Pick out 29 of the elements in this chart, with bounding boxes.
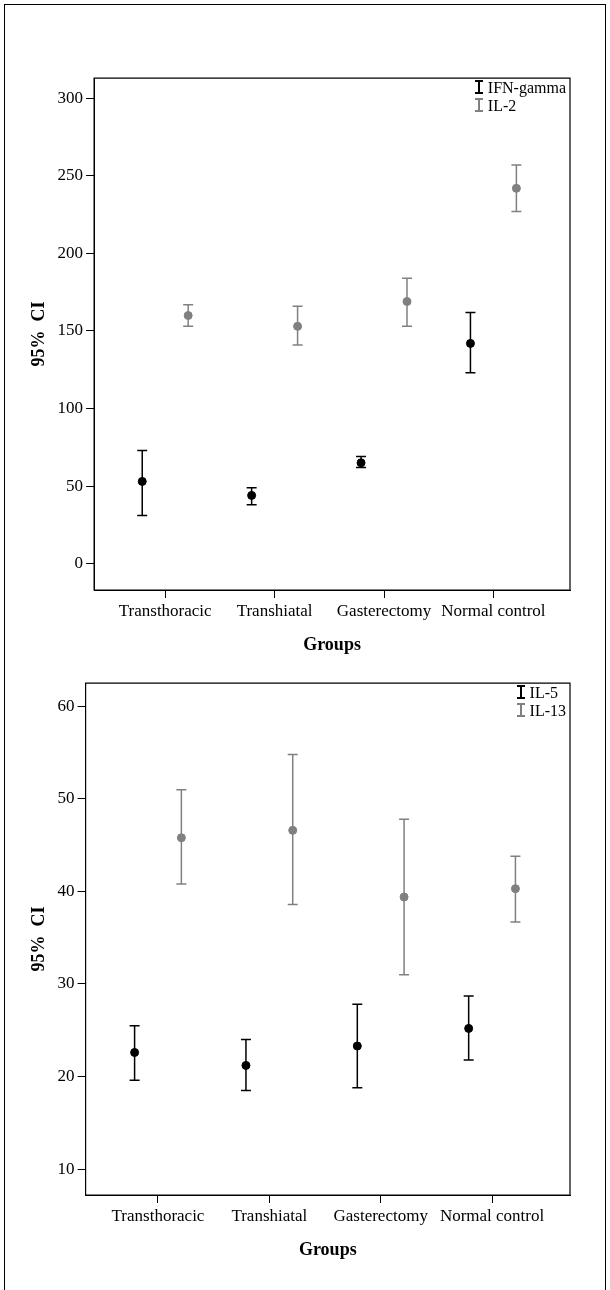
y-tick-label: 10 [57,1158,75,1178]
y-tick-label: 300 [57,87,84,107]
x-tick-label: Transthoracic [111,1205,205,1225]
legend-label: IFN-gamma [487,79,566,97]
y-tick-label: 100 [57,398,84,418]
y-tick-label: 40 [57,880,75,900]
legend-label: IL-5 [529,684,558,702]
y-tick-label: 30 [57,973,75,993]
y-tick-label: 200 [57,242,84,262]
y-tick-label: 50 [66,475,84,495]
x-axis-title: Groups [298,1238,357,1259]
x-tick-label: Transthoracic [118,600,213,620]
x-tick-label: Transhiatal [236,600,313,620]
y-tick-label: 0 [74,553,84,573]
legend-label: IL-13 [529,702,566,720]
x-tick-label: Gasterectomy [336,600,432,620]
legend-label: IL-2 [487,97,517,115]
y-tick-label: 150 [57,320,84,340]
y-tick-label: 60 [57,695,75,715]
y-tick-label: 50 [57,788,75,808]
y-axis-title: 95% CI [28,906,49,972]
y-tick-label: 20 [57,1066,75,1086]
y-axis-title: 95% CI [28,301,49,367]
x-tick-label: Normal control [441,600,546,620]
x-tick-label: Transhiatal [231,1205,308,1225]
x-tick-label: Gasterectomy [333,1205,429,1225]
x-axis-title: Groups [303,633,361,654]
x-tick-label: Normal control [439,1205,545,1225]
y-tick-label: 250 [57,165,84,185]
